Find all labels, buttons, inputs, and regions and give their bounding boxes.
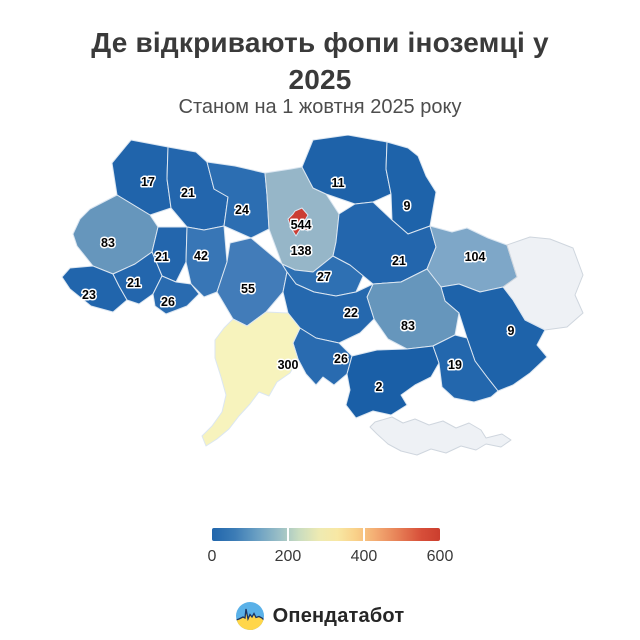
- region-zhytomyr: [206, 161, 270, 239]
- region-value-volyn: 17: [141, 175, 155, 189]
- page-title: Де відкривають фопи іноземці у 2025: [0, 24, 640, 98]
- legend-tick-600: 600: [426, 548, 454, 565]
- page-subtitle: Станом на 1 жовтня 2025 року: [178, 96, 462, 118]
- legend-tick-200: 200: [274, 548, 302, 565]
- region-value-ivano-frankivsk: 21: [127, 276, 141, 290]
- legend-separator: [286, 528, 289, 541]
- region-value-lviv: 83: [101, 236, 115, 250]
- region-value-cherkasy: 27: [317, 270, 331, 284]
- opendatabot-logo-icon: [235, 602, 264, 630]
- region-dnipropetrovsk: [366, 268, 460, 350]
- region-donetsk: [440, 283, 548, 392]
- region-value-mykolaiv: 26: [334, 352, 348, 366]
- logo-pulse-line: [235, 608, 264, 622]
- region-value-zakarpattia: 23: [82, 288, 96, 302]
- choropleth-map-container: 17 21 24 138 11 9 83 21 42 23 21 26 55 27 21 104 9 83 22 26…: [55, 135, 595, 495]
- region-value-sumy: 9: [404, 199, 411, 213]
- region-value-dnipropetrovsk: 83: [401, 319, 415, 333]
- page-title-line2: 2025: [288, 64, 352, 95]
- brand-name: Опендатабот: [272, 604, 405, 627]
- region-sumy: [385, 141, 437, 235]
- logo-yellow-half: [235, 609, 264, 630]
- region-value-donetsk: 9: [508, 324, 515, 338]
- region-crimea: [369, 416, 512, 456]
- region-kherson: [345, 345, 440, 419]
- color-legend: 0 200 400 600: [208, 528, 454, 568]
- region-value-odesa: 300: [278, 358, 299, 372]
- region-value-rivne: 21: [181, 186, 195, 200]
- legend-tick-labels: 0 200 400 600: [208, 548, 454, 568]
- region-value-vinnytsia: 55: [241, 282, 255, 296]
- region-value-kherson: 2: [376, 380, 383, 394]
- region-value-ternopil: 21: [155, 250, 169, 264]
- region-value-zhytomyr: 24: [235, 203, 249, 217]
- page-title-line1: Де відкривають фопи іноземці у: [91, 27, 549, 58]
- region-value-chernivtsi: 26: [161, 295, 175, 309]
- region-chernivtsi: [152, 275, 200, 315]
- region-value-khmelnytskyi: 42: [194, 249, 208, 263]
- region-value-poltava: 21: [392, 254, 406, 268]
- region-value-kyiv-city: 544: [291, 218, 312, 232]
- legend-separator: [362, 528, 365, 541]
- region-odesa: [201, 311, 301, 447]
- region-value-kharkiv: 104: [465, 250, 486, 264]
- region-value-zaporizhzhia: 19: [448, 358, 462, 372]
- legend-gradient-bar: [212, 528, 440, 541]
- ukraine-choropleth-map: 17 21 24 138 11 9 83 21 42 23 21 26 55 27 21 104 9 83 22 26…: [61, 135, 584, 456]
- brand-footer: Опендатабот: [0, 601, 640, 631]
- region-value-chernihiv: 11: [331, 176, 344, 190]
- region-zaporizhzhia: [432, 334, 499, 403]
- region-value-kirovohrad: 22: [344, 306, 358, 320]
- region-kyiv-city: [287, 207, 309, 237]
- legend-tick-0: 0: [207, 548, 217, 565]
- region-value-kyiv-oblast: 138: [291, 244, 312, 258]
- legend-tick-400: 400: [350, 548, 378, 565]
